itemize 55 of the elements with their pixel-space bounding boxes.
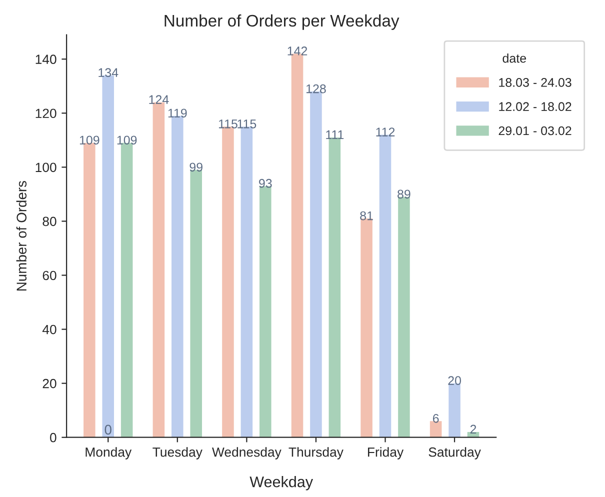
y-tick-label: 100 bbox=[36, 162, 56, 172]
chart-title: Number of Orders per Weekday bbox=[164, 14, 400, 30]
data-label: 99 bbox=[190, 162, 202, 172]
bar bbox=[328, 137, 341, 438]
x-axis-title: Weekday bbox=[250, 476, 314, 490]
x-tick-label: Tuesday bbox=[152, 447, 202, 460]
data-label: 2 bbox=[470, 424, 476, 434]
bar bbox=[240, 126, 253, 438]
bar bbox=[260, 186, 272, 438]
bar bbox=[222, 126, 234, 438]
y-tick-label: 0 bbox=[50, 432, 56, 442]
data-label: 6 bbox=[432, 414, 439, 423]
bar bbox=[430, 421, 442, 438]
x-tick-label: Friday bbox=[368, 447, 404, 460]
x-tick-label: Wednesday bbox=[212, 447, 282, 460]
data-label: 89 bbox=[398, 190, 410, 199]
annotation: 0 bbox=[104, 424, 112, 435]
data-label: 134 bbox=[98, 68, 118, 78]
bar bbox=[379, 134, 392, 438]
x-tick-label: Thursday bbox=[288, 447, 344, 460]
data-label: 124 bbox=[149, 95, 169, 104]
data-label: 142 bbox=[288, 46, 308, 56]
y-tick-label: 60 bbox=[42, 270, 56, 280]
data-label: 20 bbox=[448, 376, 461, 386]
bar bbox=[102, 75, 114, 438]
data-label: 111 bbox=[326, 130, 344, 140]
data-label: 93 bbox=[259, 178, 272, 188]
data-label: 115 bbox=[218, 120, 238, 128]
bar bbox=[152, 102, 165, 438]
bar bbox=[84, 142, 96, 438]
y-tick-label: 80 bbox=[42, 216, 56, 226]
bar bbox=[448, 383, 460, 438]
legend-label: 29.01 - 03.02 bbox=[498, 126, 572, 136]
y-tick-label: 120 bbox=[36, 108, 56, 118]
data-label: 115 bbox=[238, 120, 256, 128]
y-tick-label: 20 bbox=[42, 378, 56, 388]
bar bbox=[172, 116, 184, 438]
legend-label: 18.03 - 24.03 bbox=[499, 78, 572, 87]
data-label: 81 bbox=[360, 211, 373, 220]
bar bbox=[291, 54, 304, 438]
x-tick-label: Saturday bbox=[428, 447, 481, 460]
legend-label: 12.02 - 18.02 bbox=[499, 102, 572, 112]
y-tick-label: 140 bbox=[36, 54, 56, 64]
data-label: 119 bbox=[168, 108, 187, 118]
y-axis-title: Number of Orders bbox=[16, 181, 27, 291]
bar bbox=[360, 218, 372, 438]
x-tick-label: Monday bbox=[86, 447, 132, 460]
data-label: 128 bbox=[306, 84, 326, 94]
data-label: 109 bbox=[117, 136, 137, 145]
bar bbox=[310, 92, 322, 438]
legend-title: date bbox=[502, 54, 526, 63]
bar bbox=[120, 142, 133, 438]
y-tick-label: 40 bbox=[42, 324, 56, 334]
data-label: 109 bbox=[80, 136, 100, 145]
data-label: 112 bbox=[376, 128, 395, 136]
